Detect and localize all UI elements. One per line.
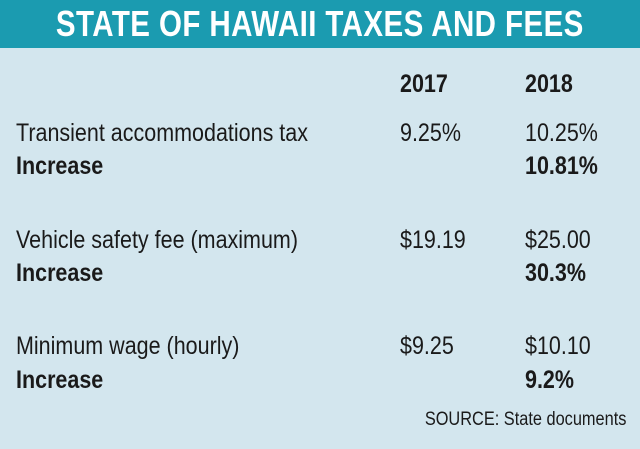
value-2018: 10.25% bbox=[525, 119, 598, 147]
row-label: Transient accommodations tax bbox=[16, 119, 308, 147]
increase-value: 9.2% bbox=[525, 366, 575, 394]
page-title: STATE OF HAWAII TAXES AND FEES bbox=[56, 3, 584, 44]
value-2017: 9.25% bbox=[400, 119, 461, 147]
value-2017: $9.25 bbox=[400, 332, 454, 360]
increase-label: Increase bbox=[16, 259, 104, 287]
value-2018: $25.00 bbox=[525, 226, 591, 254]
source-note: SOURCE: State documents bbox=[424, 409, 626, 430]
row-label: Minimum wage (hourly) bbox=[16, 332, 240, 360]
increase-value: 30.3% bbox=[525, 259, 586, 287]
column-header-2018: 2018 bbox=[525, 70, 573, 98]
row-label: Vehicle safety fee (maximum) bbox=[16, 226, 298, 254]
increase-label: Increase bbox=[16, 366, 104, 394]
increase-value: 10.81% bbox=[525, 152, 598, 180]
value-2017: $19.19 bbox=[400, 226, 466, 254]
value-2018: $10.10 bbox=[525, 332, 591, 360]
title-banner: STATE OF HAWAII TAXES AND FEES bbox=[0, 0, 640, 48]
column-header-2017: 2017 bbox=[400, 70, 448, 98]
increase-label: Increase bbox=[16, 152, 104, 180]
